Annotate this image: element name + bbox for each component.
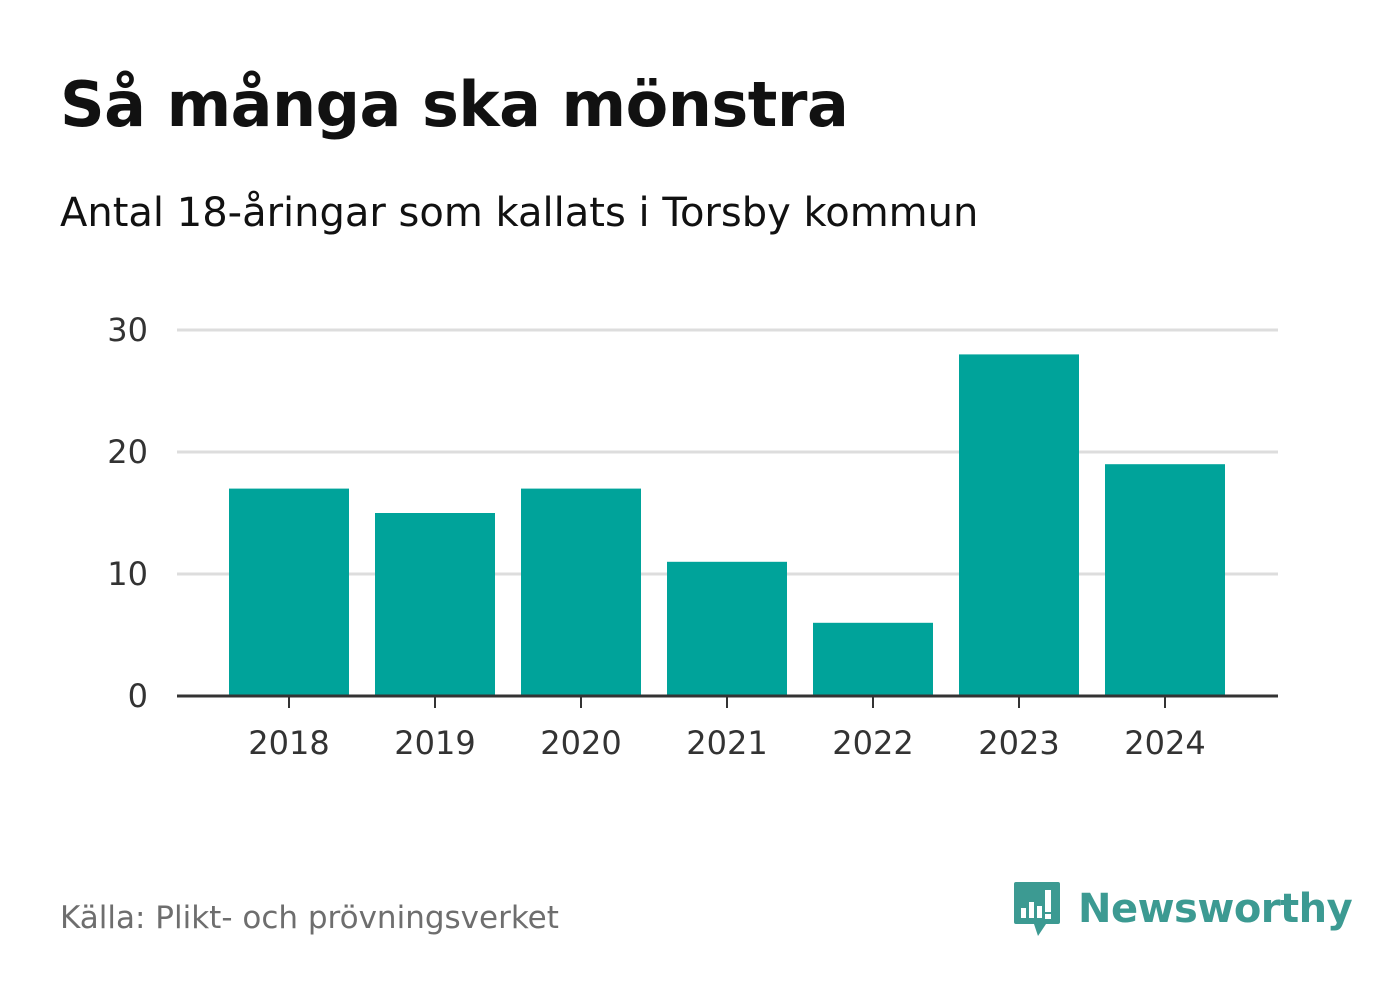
bar <box>229 488 349 696</box>
y-tick-label: 30 <box>107 311 148 349</box>
x-tick-label: 2018 <box>248 724 329 762</box>
bar <box>959 354 1079 696</box>
x-tick-label: 2023 <box>978 724 1059 762</box>
bar-chart: 0 10 20 30 2018 2019 2020 2021 2022 2023 2024 <box>107 311 1278 762</box>
brand-name: Newsworthy <box>1078 886 1353 932</box>
y-tick-label: 20 <box>107 433 148 471</box>
bar <box>521 488 641 696</box>
bar-chart-speech-bubble-icon <box>1014 882 1060 936</box>
bar <box>1105 464 1225 696</box>
source-note: Källa: Plikt- och prövningsverket <box>60 900 559 936</box>
brand-logo: Newsworthy <box>1012 880 1353 938</box>
y-tick-label: 0 <box>128 677 148 715</box>
bar <box>667 561 787 696</box>
x-tick-label: 2022 <box>832 724 913 762</box>
x-tick-label: 2019 <box>394 724 475 762</box>
chart-subtitle: Antal 18-åringar som kallats i Torsby ko… <box>60 190 979 236</box>
x-tick-label: 2021 <box>686 724 767 762</box>
chart-title: Så många ska mönstra <box>60 68 849 141</box>
x-tick-label: 2024 <box>1124 724 1205 762</box>
bar <box>813 622 933 696</box>
bar <box>375 513 495 696</box>
x-tick-label: 2020 <box>540 724 621 762</box>
y-tick-label: 10 <box>107 555 148 593</box>
